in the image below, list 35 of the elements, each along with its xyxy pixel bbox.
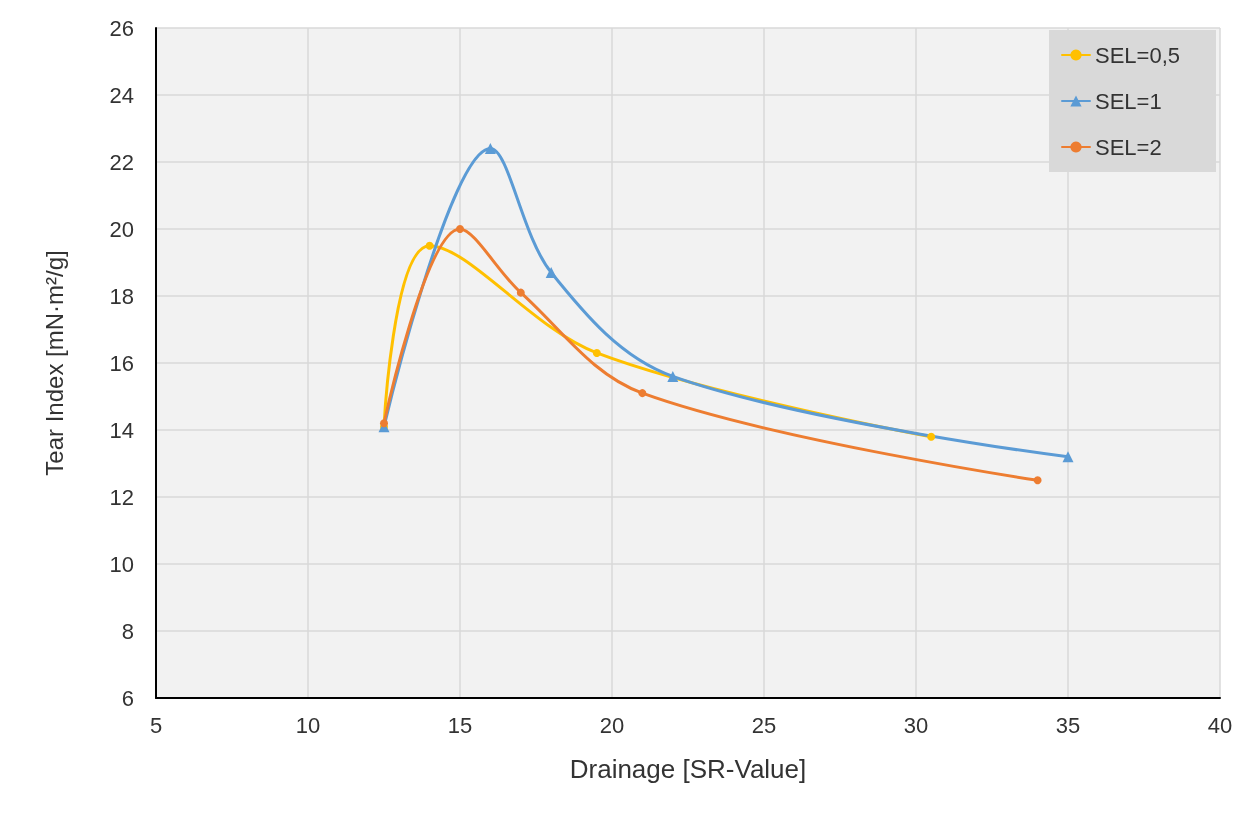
point: [516, 288, 525, 297]
x-tick-label: 15: [447, 712, 473, 738]
x-tick-label: 5: [149, 712, 163, 738]
y-tick-label: 16: [109, 350, 134, 376]
x-tick-label: 25: [751, 712, 777, 738]
point: [484, 143, 496, 155]
y-tick-label: 20: [109, 216, 134, 242]
x-axis-title: Drainage [SR-Value]: [569, 754, 807, 784]
y-tick-label: 10: [109, 551, 134, 577]
point: [927, 432, 936, 441]
y-tick-label: 14: [109, 417, 134, 443]
x-tick-label: 30: [903, 712, 929, 738]
point: [667, 370, 679, 382]
y-axis-title: Tear Index [mN·m²/g]: [40, 250, 68, 476]
legend-label: SEL=2: [1094, 134, 1162, 160]
y-tick-label: 6: [121, 685, 134, 711]
point: [456, 225, 464, 233]
point: [545, 267, 557, 279]
legend-label: SEL=0,5: [1094, 42, 1180, 68]
point: [425, 241, 434, 250]
x-tick-label: 35: [1055, 712, 1081, 738]
y-tick-label: 8: [121, 618, 134, 644]
legend-label: SEL=1: [1094, 88, 1162, 114]
point: [592, 348, 601, 357]
x-tick-label: 20: [599, 712, 625, 738]
point: [638, 389, 647, 398]
y-tick-label: 22: [109, 149, 134, 175]
x-tick-label: 10: [295, 712, 321, 738]
y-tick-label: 18: [109, 283, 134, 309]
y-tick-label: 12: [109, 484, 134, 510]
x-tick-label: 40: [1207, 712, 1233, 738]
point: [1062, 451, 1074, 463]
y-tick-label: 26: [109, 15, 134, 41]
point: [1033, 476, 1042, 485]
y-tick-label: 24: [109, 82, 134, 108]
